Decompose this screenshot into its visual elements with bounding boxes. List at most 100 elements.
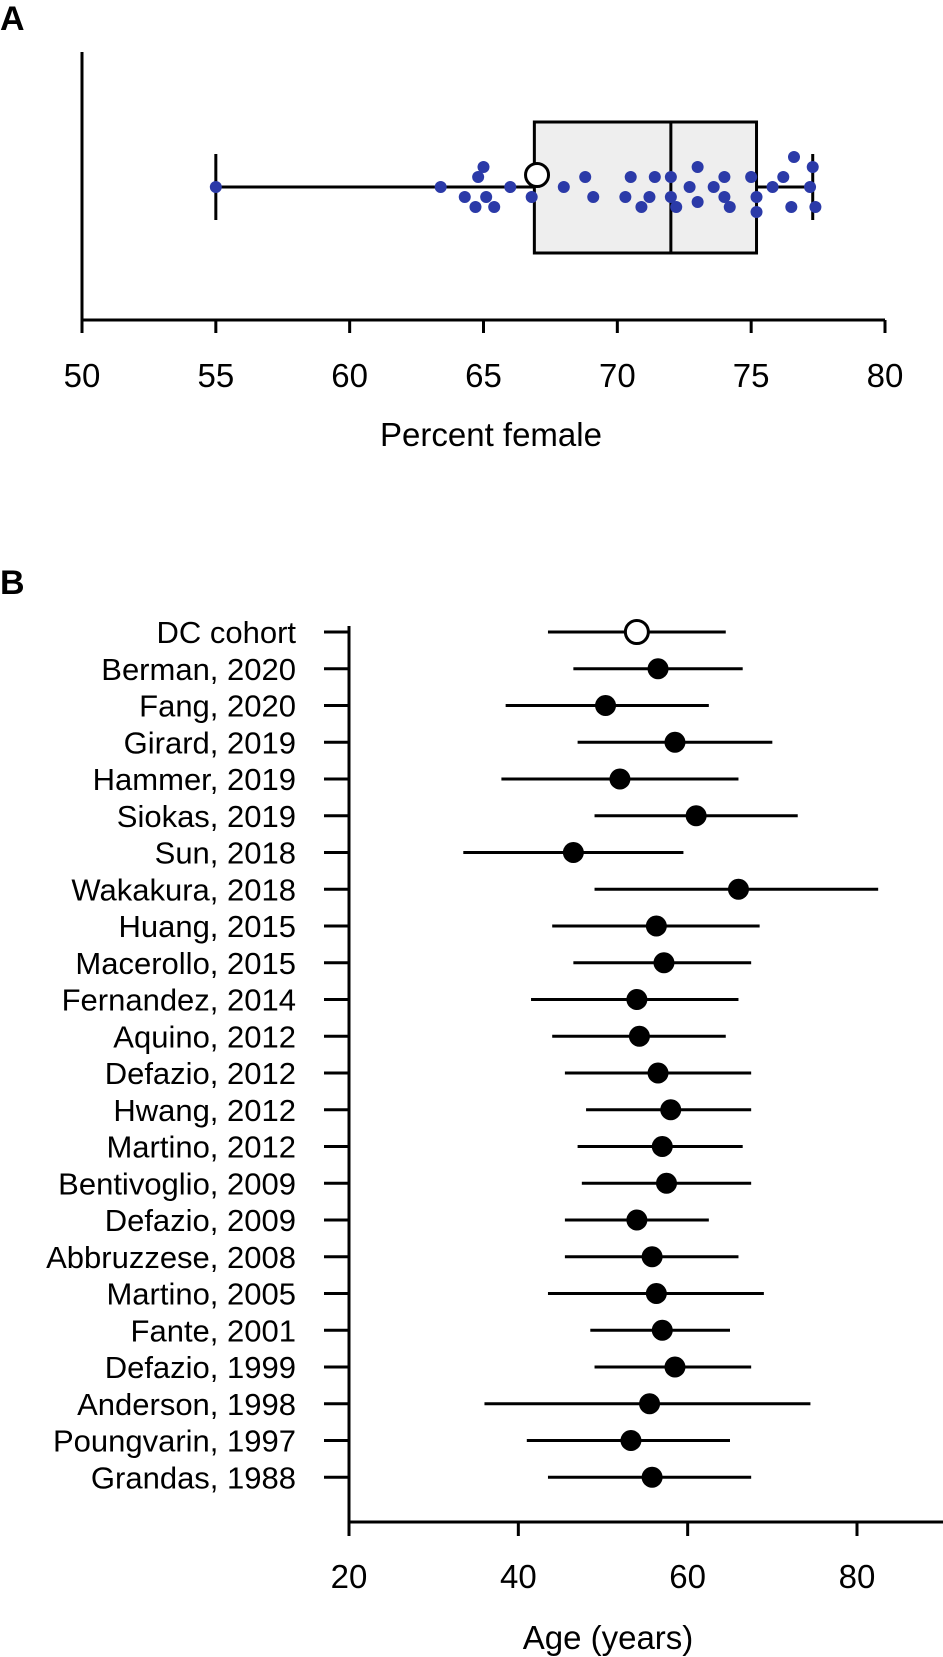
mean-marker [641, 1466, 663, 1488]
data-point [643, 191, 656, 203]
a-x-ticks: 50 55 60 65 70 75 80 [64, 320, 904, 394]
study-row: Hwang, 2012 [113, 1093, 752, 1128]
study-row: Fernandez, 2014 [62, 983, 739, 1018]
study-label: Anderson, 1998 [77, 1387, 296, 1422]
data-point [624, 171, 637, 183]
study-row: Fang, 2020 [139, 689, 709, 724]
b-x-tick-label: 60 [669, 1558, 706, 1595]
data-point [477, 161, 490, 173]
study-row: DC cohort [156, 615, 726, 650]
data-point [750, 191, 763, 203]
study-label: Abbruzzese, 2008 [46, 1240, 296, 1275]
study-label: Defazio, 1999 [105, 1350, 296, 1385]
study-row: Huang, 2015 [118, 909, 760, 944]
mean-marker [647, 1062, 669, 1084]
mean-marker [628, 1025, 650, 1047]
study-label: Sun, 2018 [155, 836, 296, 871]
data-point [557, 181, 570, 193]
mean-marker-open [623, 619, 650, 645]
mean-marker [609, 768, 631, 790]
study-label: Fernandez, 2014 [62, 983, 296, 1018]
study-row: Martino, 2005 [106, 1277, 764, 1312]
data-points [209, 151, 822, 218]
study-label: Grandas, 1988 [91, 1460, 296, 1495]
data-point [670, 201, 683, 213]
data-point [488, 201, 501, 213]
mean-marker [727, 878, 749, 900]
data-point [809, 201, 822, 213]
data-point [718, 191, 731, 203]
panel-b-letter: B [0, 564, 25, 602]
mean-marker [653, 952, 675, 974]
mean-marker [562, 842, 584, 863]
a-x-tick-label: 50 [64, 357, 101, 394]
mean-marker [626, 989, 648, 1010]
mean-marker [647, 658, 669, 680]
mean-marker [645, 915, 667, 937]
data-point [766, 181, 779, 193]
mean-marker [626, 1209, 648, 1231]
data-point [664, 171, 677, 183]
study-row: Grandas, 1988 [91, 1460, 752, 1495]
study-row: Girard, 2019 [124, 725, 773, 760]
mean-marker [651, 1319, 673, 1341]
study-label: Poungvarin, 1997 [53, 1424, 296, 1459]
data-point [750, 206, 763, 218]
b-x-tick-label: 40 [500, 1558, 537, 1595]
mean-marker [639, 1393, 661, 1415]
study-label: Defazio, 2012 [105, 1056, 296, 1091]
data-point [804, 181, 817, 193]
data-point [785, 201, 798, 213]
study-row: Sun, 2018 [155, 836, 684, 871]
study-row: Bentivoglio, 2009 [58, 1166, 752, 1201]
b-x-axis-title: Age (years) [523, 1619, 694, 1656]
mean-marker [664, 731, 686, 753]
data-point [806, 161, 819, 173]
study-row: Anderson, 1998 [77, 1387, 811, 1422]
data-point [480, 191, 493, 203]
study-row: Siokas, 2019 [117, 799, 798, 834]
study-label: Girard, 2019 [124, 725, 296, 760]
study-label: Martino, 2012 [106, 1130, 296, 1165]
data-point [209, 181, 222, 193]
study-label: Macerollo, 2015 [75, 946, 296, 981]
a-x-tick-label: 80 [867, 357, 904, 394]
data-point [587, 191, 600, 203]
dc-cohort-marker [524, 162, 551, 188]
mean-marker [645, 1283, 667, 1304]
study-row: Wakakura, 2018 [71, 872, 879, 907]
data-point [664, 191, 677, 203]
data-point [579, 171, 592, 183]
a-x-tick-label: 65 [465, 357, 502, 394]
data-point [723, 201, 736, 213]
study-label: Wakakura, 2018 [71, 872, 296, 907]
study-row: Macerollo, 2015 [75, 946, 752, 981]
data-point [777, 171, 790, 183]
study-row: Defazio, 2012 [105, 1056, 752, 1091]
data-point [691, 196, 704, 208]
mean-marker [595, 695, 617, 716]
study-label: DC cohort [156, 615, 296, 650]
a-x-tick-label: 75 [733, 357, 770, 394]
data-point [472, 171, 485, 183]
study-label: Hwang, 2012 [113, 1093, 296, 1128]
study-label: Aquino, 2012 [113, 1019, 296, 1054]
box-plot-panel: 50 55 60 65 70 75 80 Percent female [64, 52, 904, 453]
study-label: Berman, 2020 [101, 652, 296, 687]
study-label: Martino, 2005 [106, 1277, 296, 1312]
study-row: Hammer, 2019 [93, 762, 739, 797]
data-point [718, 171, 731, 183]
data-point [635, 201, 648, 213]
study-row: Defazio, 2009 [105, 1203, 709, 1238]
data-point [648, 171, 661, 183]
mean-marker [660, 1099, 682, 1121]
data-point [619, 191, 632, 203]
study-row: Defazio, 1999 [105, 1350, 752, 1385]
b-x-ticks: 20 40 60 80 [331, 1522, 875, 1595]
data-point [469, 201, 482, 213]
data-point [787, 151, 800, 163]
mean-marker [664, 1356, 686, 1378]
data-point [434, 181, 447, 193]
